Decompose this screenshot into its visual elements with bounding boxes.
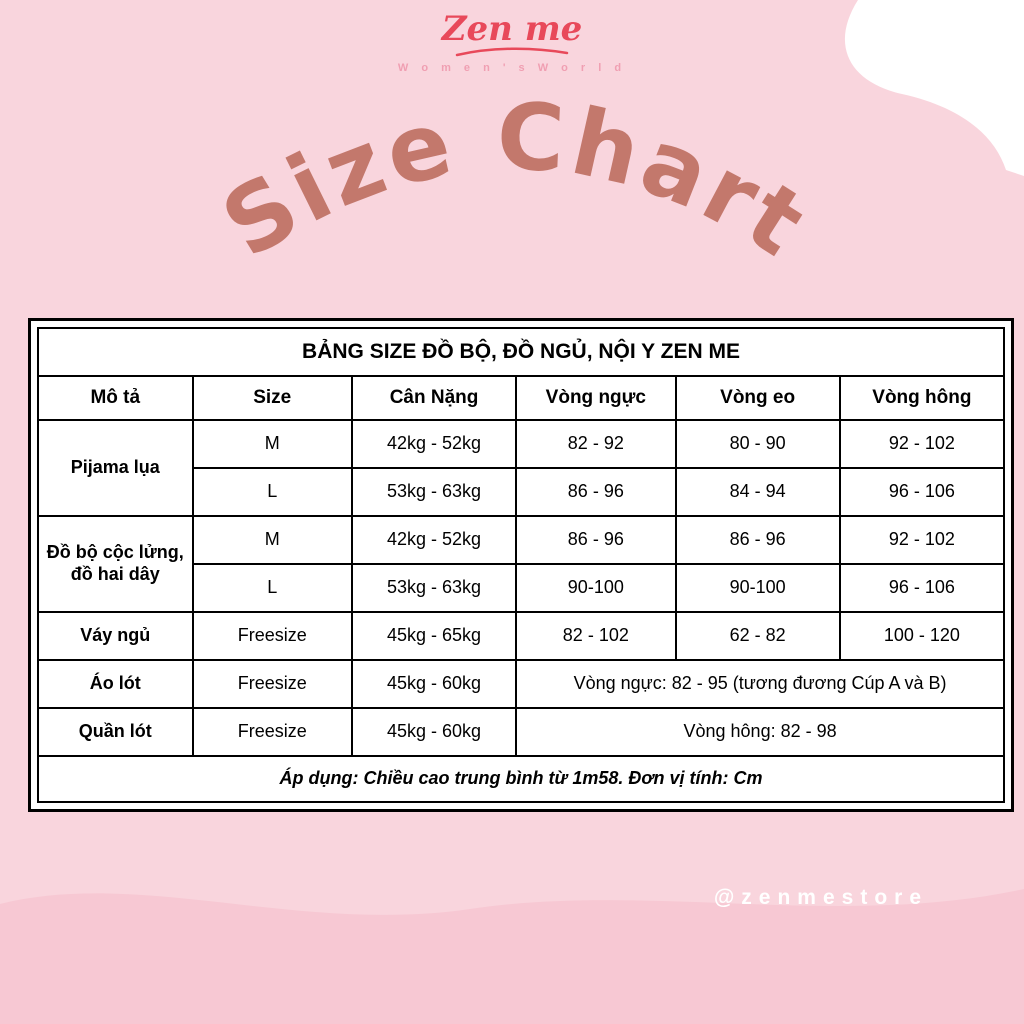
cell-weight: 53kg - 63kg <box>350 467 518 517</box>
table-footer-note: Áp dụng: Chiều cao trung bình từ 1m58. Đ… <box>37 755 1005 803</box>
row-label-ao-lot: Áo lót <box>37 659 194 709</box>
cell-size: L <box>191 467 353 517</box>
cell-weight: 45kg - 60kg <box>350 707 518 757</box>
brand-logo: Zen me W o m e n ' s W o r l d <box>0 12 1024 74</box>
size-table: BẢNG SIZE ĐỒ BỘ, ĐỒ NGỦ, NỘI Y ZEN ME Mô… <box>37 327 1006 803</box>
cell-size: Freesize <box>191 659 353 709</box>
header-vong-nguc: Vòng ngực <box>515 375 677 421</box>
corner-wave-shape <box>844 0 1024 176</box>
cell-size: Freesize <box>191 611 353 661</box>
table-row: Pijama lụa M 42kg - 52kg 82 - 92 80 - 90… <box>37 419 1006 517</box>
header-can-nang: Cân Nặng <box>350 375 518 421</box>
header-mo-ta: Mô tả <box>37 375 194 421</box>
size-chart-title-text: Size Chart <box>215 83 815 279</box>
cell-waist: 80 - 90 <box>674 419 841 469</box>
bottom-wave-shape <box>0 889 1024 1024</box>
table-row: Đồ bộ cộc lửng, đồ hai dây M 42kg - 52kg… <box>37 515 1006 613</box>
table-row: Áo lót Freesize 45kg - 60kg Vòng ngực: 8… <box>37 659 1005 709</box>
cell-waist: 90-100 <box>674 563 841 613</box>
table-row: L 53kg - 63kg 90-100 90-100 96 - 106 <box>38 563 1006 613</box>
cell-weight: 45kg - 65kg <box>350 611 518 661</box>
social-handle: @zenmestore <box>713 886 928 909</box>
header-vong-eo: Vòng eo <box>674 375 841 421</box>
row-label-vay-ngu: Váy ngủ <box>37 611 194 661</box>
cell-hip: 96 - 106 <box>838 467 1006 517</box>
cell-waist: 86 - 96 <box>674 515 841 565</box>
cell-bust: 90-100 <box>515 563 677 613</box>
cell-bust: 82 - 102 <box>515 611 677 661</box>
cell-hip: 96 - 106 <box>838 563 1006 613</box>
row-label-quan-lot: Quần lót <box>37 707 194 757</box>
cell-note: Vòng hông: 82 - 98 <box>515 707 1005 757</box>
cell-bust: 86 - 96 <box>515 515 677 565</box>
cell-size: M <box>191 515 353 565</box>
cell-note: Vòng ngực: 82 - 95 (tương đương Cúp A và… <box>515 659 1005 709</box>
svg-text:Size Chart: Size Chart <box>215 83 815 279</box>
cell-waist: 84 - 94 <box>674 467 841 517</box>
table-row: Váy ngủ Freesize 45kg - 65kg 82 - 102 62… <box>37 611 1006 661</box>
table-footer-row: Áp dụng: Chiều cao trung bình từ 1m58. Đ… <box>37 755 1005 803</box>
header-size: Size <box>191 375 353 421</box>
cell-weight: 42kg - 52kg <box>350 515 518 565</box>
size-chart-arc-title: Size Chart <box>215 83 815 279</box>
logo-underline-swoosh <box>455 47 569 57</box>
cell-weight: 42kg - 52kg <box>350 419 518 469</box>
table-row: Quần lót Freesize 45kg - 60kg Vòng hông:… <box>37 707 1005 757</box>
cell-weight: 45kg - 60kg <box>350 659 518 709</box>
cell-hip: 92 - 102 <box>838 515 1006 565</box>
cell-bust: 82 - 92 <box>515 419 677 469</box>
table-title: BẢNG SIZE ĐỒ BỘ, ĐỒ NGỦ, NỘI Y ZEN ME <box>37 327 1005 377</box>
cell-waist: 62 - 82 <box>674 611 841 661</box>
table-header-row: Mô tả Size Cân Nặng Vòng ngực Vòng eo Vò… <box>37 375 1006 421</box>
logo-tagline: W o m e n ' s W o r l d <box>397 62 627 74</box>
row-label-pijama: Pijama lụa <box>37 419 194 517</box>
cell-size: M <box>191 419 353 469</box>
cell-hip: 100 - 120 <box>838 611 1006 661</box>
cell-bust: 86 - 96 <box>515 467 677 517</box>
table-row: L 53kg - 63kg 86 - 96 84 - 94 96 - 106 <box>38 467 1006 517</box>
logo-text: Zen me <box>441 9 583 49</box>
cell-weight: 53kg - 63kg <box>350 563 518 613</box>
header-vong-hong: Vòng hông <box>838 375 1006 421</box>
cell-size: L <box>191 563 353 613</box>
table-title-row: BẢNG SIZE ĐỒ BỘ, ĐỒ NGỦ, NỘI Y ZEN ME <box>37 327 1005 377</box>
size-table-container: BẢNG SIZE ĐỒ BỘ, ĐỒ NGỦ, NỘI Y ZEN ME Mô… <box>28 318 1014 812</box>
row-label-do-bo: Đồ bộ cộc lửng, đồ hai dây <box>37 515 194 613</box>
cell-size: Freesize <box>191 707 353 757</box>
cell-hip: 92 - 102 <box>838 419 1006 469</box>
